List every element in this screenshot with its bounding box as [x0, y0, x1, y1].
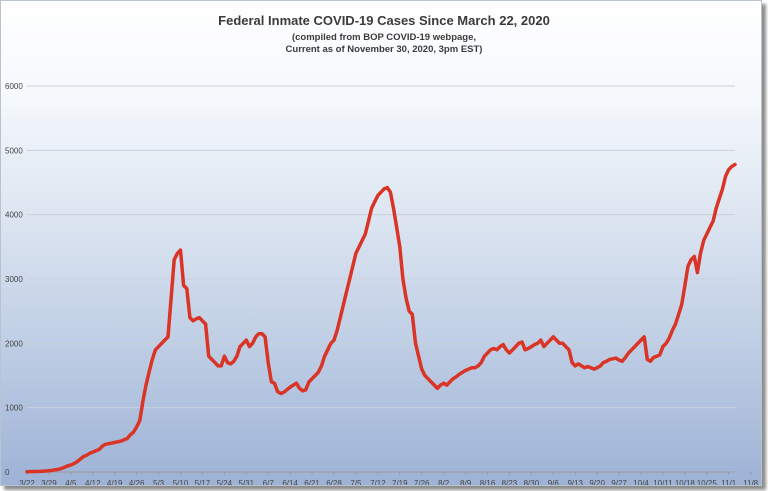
x-tick-label: 11/1: [721, 479, 737, 485]
x-tick-label: 5/17: [195, 479, 211, 485]
y-tick-label: 0: [5, 468, 10, 477]
x-tick-label: 8/30: [524, 479, 540, 485]
plot-area: [25, 162, 737, 474]
line-chart: Federal Inmate COVID-19 Cases Since Marc…: [5, 13, 759, 485]
x-tick-label: 5/3: [153, 479, 165, 485]
x-tick-label: 7/5: [350, 479, 362, 485]
x-tick-label: 3/22: [19, 479, 35, 485]
x-tick-label: 8/2: [438, 479, 450, 485]
x-tick-label: 8/23: [502, 479, 518, 485]
x-tick-label: 5/31: [239, 479, 255, 485]
y-tick-label: 6000: [5, 82, 23, 91]
x-tick-label: 7/12: [370, 479, 386, 485]
x-tick-label: 10/4: [633, 479, 649, 485]
x-tick-label: 7/19: [392, 479, 408, 485]
x-tick-label: 4/12: [85, 479, 101, 485]
x-tick-label: 8/16: [480, 479, 496, 485]
y-tick-label: 3000: [5, 275, 23, 284]
x-axis: 3/22 3/29 4/5 4/12 4/19 4/26 5/3 5/10 5/17 5/24 5/…: [19, 472, 759, 485]
chart-title: Federal Inmate COVID-19 Cases Since Marc…: [218, 13, 550, 28]
x-tick-label: 5/24: [217, 479, 233, 485]
y-tick-label: 4000: [5, 211, 23, 220]
x-tick-label: 4/19: [107, 479, 123, 485]
x-tick-label: 10/11: [653, 479, 673, 485]
x-tick-label: 9/13: [567, 479, 583, 485]
chart-subtitle-line-1: (compiled from BOP COVID-19 webpage,: [292, 32, 476, 43]
y-tick-label: 1000: [5, 404, 23, 413]
series-line: [25, 162, 737, 474]
x-tick-label: 6/28: [326, 479, 342, 485]
x-tick-label: 6/7: [263, 479, 275, 485]
x-tick-label: 8/9: [460, 479, 472, 485]
x-tick-label: 9/27: [611, 479, 627, 485]
x-tick-label: 10/18: [675, 479, 696, 485]
x-tick-label: 4/5: [65, 479, 77, 485]
chart-subtitle-line-2: Current as of November 30, 2020, 3pm EST…: [286, 44, 483, 55]
y-axis: 0 1000 2000 3000 4000 5000 6000: [5, 82, 23, 477]
x-tick-label: 9/6: [548, 479, 560, 485]
x-tick-label: 6/14: [282, 479, 298, 485]
x-tick-label: 10/25: [697, 479, 718, 485]
x-tick-label: 6/21: [304, 479, 320, 485]
gridlines: [27, 85, 735, 473]
x-tick-label: 7/26: [414, 479, 430, 485]
x-tick-label: 9/20: [589, 479, 605, 485]
x-tick-label: 11/8: [743, 479, 759, 485]
y-tick-label: 5000: [5, 146, 23, 155]
x-tick-label: 5/10: [173, 479, 189, 485]
y-tick-label: 2000: [5, 339, 23, 348]
x-tick-label: 3/29: [41, 479, 57, 485]
x-tick-label: 4/26: [129, 479, 145, 485]
